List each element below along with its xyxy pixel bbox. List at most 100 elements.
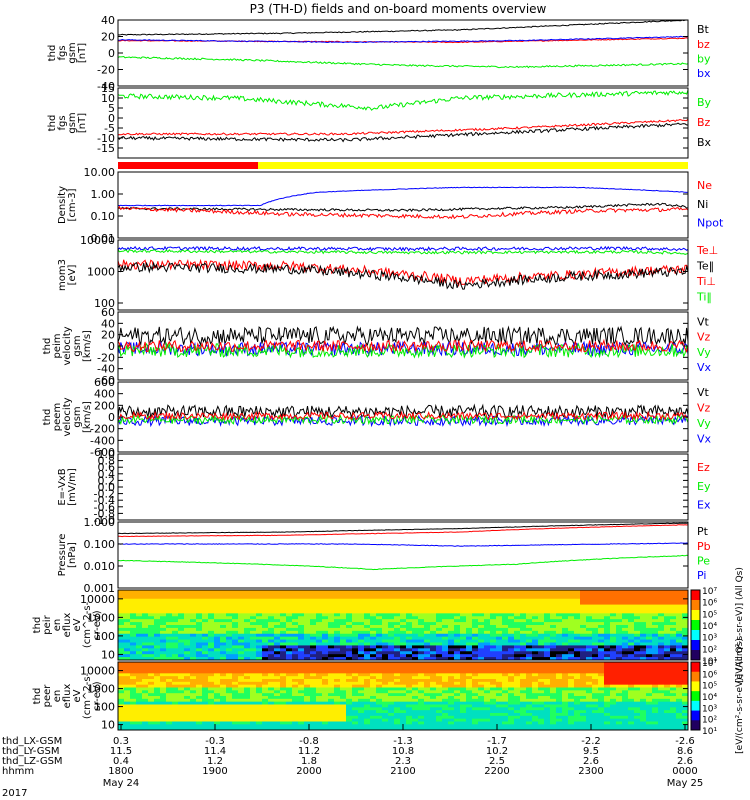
- spectrogram-cell: [670, 696, 677, 700]
- spectrogram-cell: [604, 622, 611, 626]
- spectrogram-cell: [424, 601, 431, 606]
- spectrogram-cell: [244, 698, 251, 703]
- time-axis-value: 10.8: [392, 746, 414, 757]
- time-axis-value: 11.4: [204, 746, 226, 757]
- spectrogram-cell: [160, 604, 167, 608]
- spectrogram-cell: [664, 664, 671, 669]
- spectrogram-cell: [544, 625, 551, 629]
- spectrogram-cell: [640, 684, 647, 688]
- spectrogram-cell: [124, 633, 131, 638]
- spectrogram-cell: [484, 670, 491, 674]
- spectrogram-cell: [328, 662, 335, 666]
- spectrogram-cell: [136, 662, 143, 666]
- spectrogram-cell: [646, 693, 653, 697]
- spectrogram-cell: [484, 592, 491, 597]
- spectrogram-cell: [544, 616, 551, 620]
- spectrogram-cell: [430, 724, 437, 728]
- spectrogram-cell: [514, 622, 521, 626]
- y-tick-label: 0.0: [98, 481, 116, 494]
- spectrogram-cell: [676, 673, 683, 677]
- spectrogram-cell: [460, 718, 467, 722]
- spectrogram-cell: [628, 696, 635, 700]
- spectrogram-cell: [646, 710, 653, 714]
- spectrogram-cell: [514, 727, 521, 731]
- spectrogram-cell: [616, 698, 623, 703]
- spectrogram-cell: [616, 592, 623, 597]
- spectrogram-cell: [562, 727, 569, 731]
- spectrogram-cell: [478, 622, 485, 626]
- spectrogram-cell: [376, 657, 383, 661]
- spectrogram-cell: [190, 648, 197, 652]
- spectrogram-cell: [256, 630, 263, 635]
- spectrogram-cell: [526, 670, 533, 674]
- spectrogram-cell: [568, 648, 575, 652]
- spectrogram-cell: [448, 604, 455, 608]
- spectrogram-cell: [340, 598, 347, 603]
- spectrogram-cell: [472, 679, 479, 683]
- spectrogram-cell: [208, 693, 215, 697]
- spectrogram-cell: [580, 710, 587, 714]
- spectrogram-cell: [274, 590, 281, 594]
- spectrogram-cell: [130, 701, 137, 705]
- spectrogram-cell: [436, 592, 443, 597]
- spectrogram-cell: [388, 613, 395, 617]
- spectrogram-cell: [292, 696, 299, 700]
- spectrogram-cell: [670, 693, 677, 697]
- spectrogram-cell: [496, 592, 503, 597]
- spectrogram-cell: [514, 639, 521, 643]
- spectrogram-cell: [340, 627, 347, 632]
- spectrogram-cell: [562, 595, 569, 600]
- spectrogram-cell: [142, 707, 149, 711]
- spectrogram-cell: [412, 667, 419, 671]
- spectrogram-cell: [472, 604, 479, 608]
- spectrogram-cell: [526, 613, 533, 617]
- spectrogram-cell: [616, 704, 623, 708]
- spectrogram-cell: [610, 598, 617, 603]
- spectrogram-cell: [394, 698, 401, 703]
- spectrogram-cell: [622, 610, 629, 614]
- spectrogram-cell: [148, 636, 155, 641]
- spectrogram-cell: [196, 676, 203, 680]
- spectrogram-cell: [298, 707, 305, 711]
- spectrogram-cell: [574, 667, 581, 671]
- spectrogram-cell: [676, 727, 683, 731]
- spectrogram-cell: [226, 701, 233, 705]
- spectrogram-cell: [424, 727, 431, 731]
- spectrogram-cell: [514, 651, 521, 655]
- spectrogram-cell: [346, 707, 353, 711]
- spectrogram-cell: [658, 662, 665, 666]
- panel-frame: [117, 19, 689, 87]
- spectrogram-cell: [406, 633, 413, 638]
- colorbar-tick-label: 10⁷: [702, 587, 717, 597]
- spectrogram-cell: [388, 604, 395, 608]
- spectrogram-cell: [352, 642, 359, 646]
- spectrogram-cell: [250, 654, 257, 658]
- spectrogram-cell: [178, 616, 185, 620]
- spectrogram-cell: [412, 610, 419, 614]
- spectrogram-cell: [484, 590, 491, 594]
- spectrogram-cell: [604, 636, 611, 641]
- spectrogram-cell: [562, 607, 569, 611]
- spectrogram-cell: [658, 684, 665, 688]
- spectrogram-cell: [664, 645, 671, 649]
- spectrogram-cell: [454, 601, 461, 606]
- spectrogram-cell: [448, 676, 455, 680]
- spectrogram-cell: [172, 707, 179, 711]
- spectrogram-cell: [322, 627, 329, 632]
- spectrogram-cell: [376, 592, 383, 597]
- spectrogram-cell: [214, 595, 221, 600]
- y-axis-label: velocity: [62, 326, 73, 365]
- spectrogram-cell: [418, 704, 425, 708]
- spectrogram-cell: [124, 715, 131, 720]
- spectrogram-cell: [166, 651, 173, 655]
- spectrogram-cell: [184, 662, 191, 666]
- y-tick-label: -400: [90, 434, 115, 447]
- spectrogram-cell: [406, 598, 413, 603]
- spectrogram-cell: [358, 696, 365, 700]
- spectrogram-cell: [496, 598, 503, 603]
- spectrogram-cell: [454, 724, 461, 728]
- spectrogram-cell: [322, 727, 329, 731]
- spectrogram-cell: [274, 673, 281, 677]
- spectrogram-cell: [340, 667, 347, 671]
